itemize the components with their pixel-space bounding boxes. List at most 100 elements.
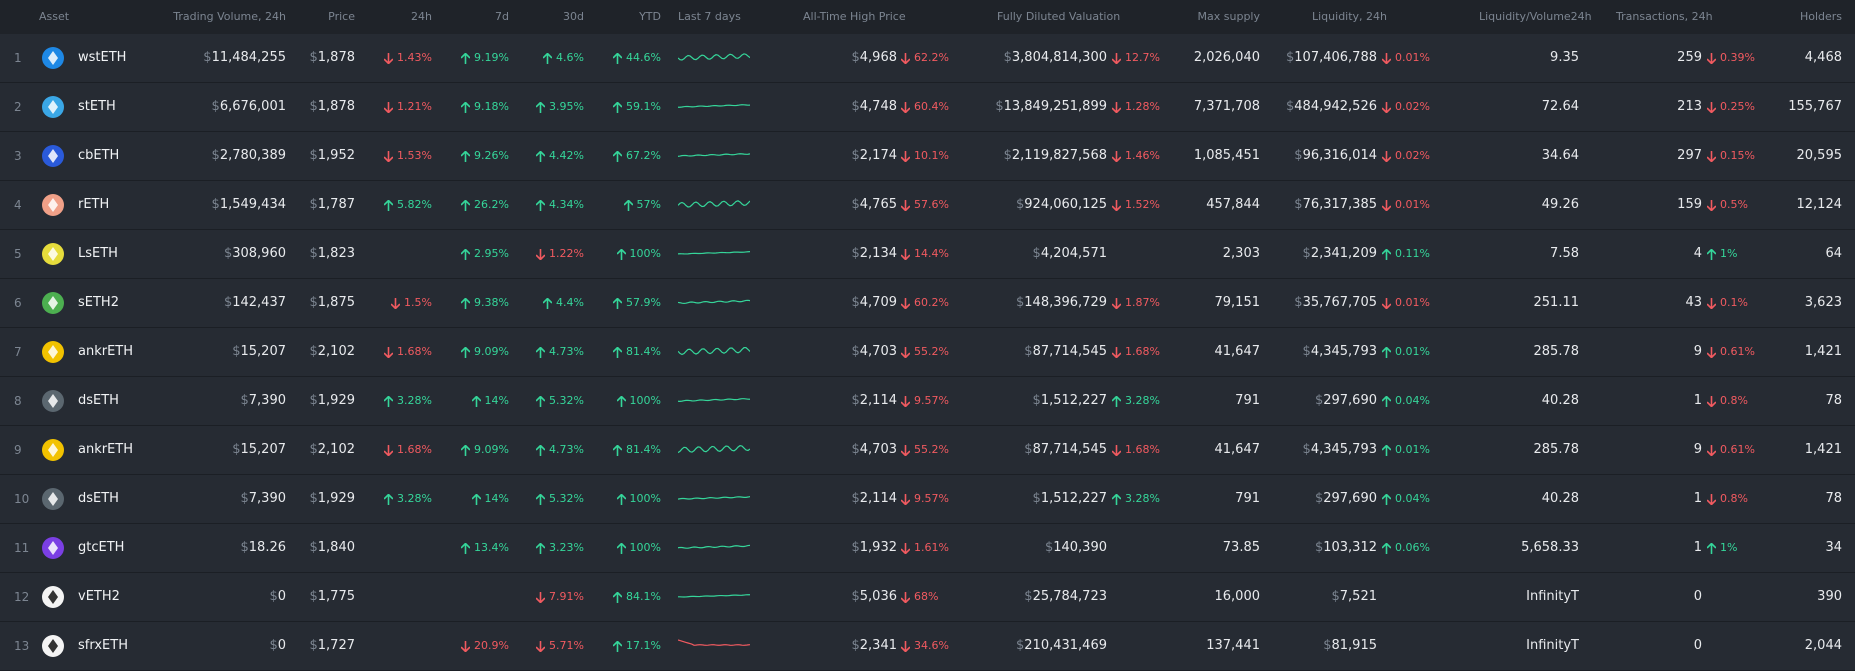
change-value: 0.5% (1707, 181, 1748, 229)
change-arrow (391, 297, 401, 309)
fdv: $140,390 (1044, 540, 1107, 555)
change-text: 1.22% (549, 247, 584, 260)
change-24h: 1.43% (384, 34, 432, 82)
liquidity: $2,341,209 (1302, 246, 1377, 261)
holders: 78 (1825, 393, 1842, 408)
column-header[interactable]: All-Time High Price (803, 10, 906, 23)
table-row[interactable]: 12 vETH2 $0 $1,775 7.91% 84.1% $5,036 68% $25,78… (0, 573, 1855, 622)
ath-change: 60.2% (901, 279, 949, 327)
change-arrow (1382, 395, 1391, 407)
price: $1,727 (309, 638, 356, 653)
ath-change: 55.2% (901, 328, 949, 376)
max-supply: 41,647 (1214, 344, 1261, 359)
change-value: 0.1% (1707, 279, 1748, 327)
change-value: 1.52% (1112, 181, 1160, 229)
change-arrow (613, 52, 623, 64)
column-header[interactable]: Price (328, 10, 355, 23)
price: $1,929 (309, 393, 356, 408)
change-24h: 5.82% (384, 181, 432, 229)
change-24h: 1.68% (384, 328, 432, 376)
table-row[interactable]: 10 dsETH $7,390 $1,929 3.28% 14% 5.32% 100% $2,1… (0, 475, 1855, 524)
change-value: 34.6% (901, 622, 949, 670)
table-row[interactable]: 11 gtcETH $18.26 $1,840 13.4% 3.23% 100% $1,932… (0, 524, 1855, 573)
column-header[interactable]: Fully Diluted Valuation (997, 10, 1121, 23)
change-value: 9.57% (901, 475, 949, 523)
change-30d: 4.34% (536, 181, 584, 229)
table-row[interactable]: 2 stETH $6,676,001 $1,878 1.21% 9.18% 3.95% 59.… (0, 83, 1855, 132)
change-text: 55.2% (914, 345, 949, 358)
table-row[interactable]: 7 ankrETH $15,207 $2,102 1.68% 9.09% 4.73% 81.4… (0, 328, 1855, 377)
sparkline (678, 153, 750, 157)
column-header[interactable]: Asset (39, 10, 70, 23)
change-text: 55.2% (914, 443, 949, 456)
change-7d: 9.09% (461, 328, 509, 376)
row-index: 5 (14, 247, 22, 261)
change-value: 17.1% (613, 622, 661, 670)
column-header[interactable]: Liquidity/Volume24h (1479, 10, 1592, 23)
change-text: 7.91% (549, 590, 584, 603)
change-arrow (1707, 101, 1716, 113)
fdv-change: 1.68% (1112, 328, 1160, 376)
max-supply: 1,085,451 (1193, 148, 1260, 163)
change-text: 9.38% (474, 296, 509, 309)
change-value: 1.21% (384, 83, 432, 131)
change-text: 1.21% (397, 100, 432, 113)
change-arrow (1707, 199, 1716, 211)
change-text: 0.01% (1395, 198, 1430, 211)
column-header[interactable]: Transactions, 24h (1616, 10, 1713, 23)
change-ytd: 57% (623, 181, 661, 229)
table-row[interactable]: 4 rETH $1,549,434 $1,787 5.82% 26.2% 4.34% 57% $… (0, 181, 1855, 230)
change-ytd: 84.1% (613, 573, 661, 621)
change-value: 0.04% (1382, 377, 1430, 425)
change-text: 0.02% (1395, 100, 1430, 113)
table-row[interactable]: 13 sfrxETH $0 $1,727 20.9% 5.71% 17.1% $2,341 34… (0, 622, 1855, 671)
liquidity-volume: 5,658.33 (1521, 540, 1579, 555)
column-header[interactable]: Liquidity, 24h (1312, 10, 1388, 23)
column-header[interactable]: YTD (639, 10, 661, 23)
price: $1,878 (309, 50, 356, 65)
column-header[interactable]: Last 7 days (678, 10, 741, 23)
change-text: 1.68% (397, 443, 432, 456)
table-row[interactable]: 3 cbETH $2,780,389 $1,952 1.53% 9.26% 4.42% 67.… (0, 132, 1855, 181)
row-index: 8 (14, 394, 22, 408)
asset-name: ankrETH (78, 344, 134, 359)
ath-change: 57.6% (901, 181, 949, 229)
change-text: 2.95% (474, 247, 509, 260)
column-header[interactable]: Holders (1799, 10, 1842, 23)
change-text: 1.43% (397, 51, 432, 64)
change-arrow (1112, 150, 1121, 162)
column-header[interactable]: 30d (563, 10, 584, 23)
table-row[interactable]: 1 wstETH $11,484,255 $1,878 1.43% 9.19% 4.6% 44… (0, 34, 1855, 83)
sparkline (678, 639, 750, 646)
price: $1,840 (309, 540, 356, 555)
liquidity-change: 0.04% (1382, 475, 1430, 523)
change-text: 10.1% (914, 149, 949, 162)
table-row[interactable]: 8 dsETH $7,390 $1,929 3.28% 14% 5.32% 100% $2,11… (0, 377, 1855, 426)
fdv: $210,431,469 (1016, 638, 1107, 653)
liquidity-volume: 251.11 (1533, 295, 1580, 310)
liquidity-change: 0.06% (1382, 524, 1430, 572)
change-arrow (1382, 542, 1391, 554)
change-arrow (1707, 150, 1716, 162)
change-7d: 9.19% (461, 34, 509, 82)
change-value: 14% (471, 475, 509, 523)
change-arrow (536, 591, 546, 603)
asset-icon (42, 341, 64, 363)
column-header[interactable]: Trading Volume, 24h (173, 10, 286, 23)
change-text: 100% (629, 541, 661, 554)
trading-volume: $15,207 (232, 344, 286, 359)
change-text: 5.82% (397, 198, 432, 211)
sparkline (678, 251, 750, 255)
table-row[interactable]: 5 LsETH $308,960 $1,823 2.95% 1.22% 100% $2,134… (0, 230, 1855, 279)
table-row[interactable]: 6 sETH2 $142,437 $1,875 1.5% 9.38% 4.4% 57.9% $4… (0, 279, 1855, 328)
column-header[interactable]: Max supply (1197, 10, 1260, 23)
change-text: 60.4% (914, 100, 949, 113)
column-header[interactable]: 24h (411, 10, 432, 23)
column-header[interactable]: 7d (495, 10, 509, 23)
liquidity-change: 0.01% (1382, 181, 1430, 229)
ath-price: $2,341 (851, 638, 898, 653)
change-arrow (536, 640, 546, 652)
table-row[interactable]: 9 ankrETH $15,207 $2,102 1.68% 9.09% 4.73% 81.4… (0, 426, 1855, 475)
change-arrow (384, 346, 394, 358)
price: $1,787 (309, 197, 356, 212)
